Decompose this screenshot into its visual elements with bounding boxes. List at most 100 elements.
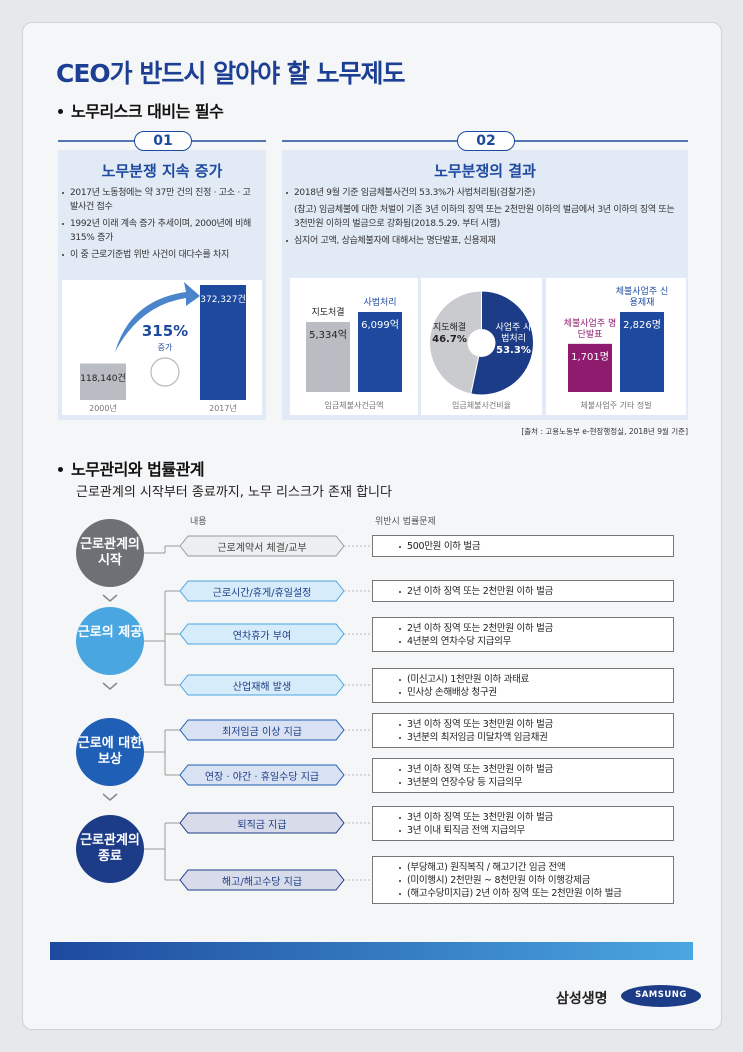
chart-caption: 임금체불사건비율	[452, 401, 511, 410]
chevron	[102, 682, 118, 690]
pie-category: 지도해결	[432, 323, 467, 333]
issue-box: (부당해고) 원직복직 / 해고기간 임금 전액 (미이행시) 2천만원 ~ 8천…	[372, 856, 674, 904]
bar-value-label: 372,327건	[200, 295, 246, 305]
issue-box: (미신고시) 1천만원 이하 과태료 민사상 손해배상 청구권	[372, 667, 674, 703]
bullet: 이 중 근로기준법 위반 사건이 대다수를 차지	[60, 248, 256, 262]
panel-number: 01	[134, 131, 192, 151]
issue-box: 500만원 이하 벌금	[372, 535, 674, 557]
growth-value: 315%	[141, 322, 189, 340]
issue: 3년 이내 퇴직금 전액 지급의무	[381, 824, 665, 837]
growth-arrow	[115, 282, 200, 352]
pie-label: 지도해결 46.7%	[430, 323, 470, 345]
bar	[568, 343, 612, 392]
panel-title: 노무분쟁 지속 증가	[101, 162, 223, 180]
bar-value-label: 6,099억	[361, 320, 399, 331]
pie-value: 46.7%	[432, 334, 467, 345]
stage-circle	[76, 607, 144, 675]
item-box	[179, 869, 345, 891]
item-label: 산업재해 발생	[232, 682, 292, 693]
issue: 3년분의 연장수당 등 지급의무	[381, 776, 665, 789]
pie-value: 53.3%	[496, 345, 531, 356]
issue: 2년 이하 징역 또는 2천만원 이하 벌금	[381, 622, 665, 635]
bullet: 심지어 고액, 상습체불자에 대해서는 명단발표, 신용제재	[284, 234, 678, 248]
bar	[80, 363, 126, 400]
issue-box: 2년 이하 징역 또는 2천만원 이하 벌금	[372, 580, 674, 602]
chart-caption: 체불사업주 기타 정벌	[580, 401, 652, 410]
stage-name: 근로관계의 종료	[80, 833, 140, 864]
pie-category: 사업주 사법처리	[495, 323, 532, 344]
chevron	[102, 793, 118, 801]
bar-value-label: 2,826명	[623, 320, 661, 331]
bar-category: 체불사업주 명단발표	[563, 318, 617, 340]
bar	[358, 312, 402, 392]
issue: 4년분의 연차수당 지급의무	[381, 635, 665, 648]
footer-stripe	[50, 942, 693, 960]
stage-circle	[76, 519, 144, 587]
stage-circle	[76, 718, 144, 786]
panel-number: 02	[457, 131, 515, 151]
issue: 3년 이하 징역 또는 3천만원 이하 벌금	[381, 718, 665, 731]
issue: (미신고시) 1천만원 이하 과태료	[381, 673, 665, 686]
item-box	[179, 812, 345, 834]
issue: 민사상 손해배상 청구권	[381, 686, 665, 699]
bar	[620, 312, 664, 392]
x-label: 2000년	[89, 404, 117, 413]
bullet: (참고) 임금체불에 대한 처벌이 기존 3년 이하의 징역 또는 2천만원 이…	[294, 205, 675, 229]
pie-hole	[467, 329, 496, 357]
item-label: 퇴직금 지급	[237, 820, 287, 831]
stage-name: 근로에 대한 보상	[77, 736, 143, 767]
stage-circle	[76, 815, 144, 883]
section-heading: 노무리스크 대비는 필수	[56, 98, 224, 122]
chevron	[102, 594, 118, 602]
issue: (해고수당미지급) 2년 이하 징역 또는 2천만원 이하 벌금	[381, 887, 665, 900]
stage-name: 근로의 제공	[77, 625, 143, 640]
item-box	[179, 764, 345, 786]
issue-box: 3년 이하 징역 또는 3천만원 이하 벌금 3년분의 최저임금 미달차액 임금채…	[372, 712, 674, 748]
item-label: 근로계약서 체결/교부	[217, 543, 307, 554]
item-label: 근로시간/휴게/휴일설정	[212, 588, 312, 599]
issue: 3년 이하 징역 또는 3천만원 이하 벌금	[381, 811, 665, 824]
item-label: 연장 · 야간 · 휴일수당 지급	[204, 772, 320, 783]
bullet-list: 2017년 노동청에는 약 37만 건의 진정 · 고소 · 고발사건 접수 19…	[60, 186, 256, 265]
icon	[150, 357, 180, 387]
logo-shape	[621, 985, 701, 1007]
chart-caption: 임금체불사건금액	[324, 401, 384, 410]
issue: 500만원 이하 벌금	[381, 540, 665, 553]
bar-category: 지도처결	[311, 308, 345, 319]
panel-title: 노무분쟁의 결과	[434, 162, 536, 180]
bar	[200, 285, 246, 400]
column-header: 위반시 법률문제	[375, 517, 436, 527]
pie-slice	[470, 290, 534, 396]
bar-category: 체불사업주 신용제재	[615, 287, 669, 308]
item-label: 해고/해고수당 지급	[221, 877, 303, 888]
bullet-list: 2018년 9월 기준 임금체불사건의 53.3%가 사법처리됨(검찰기준) (참…	[284, 186, 678, 251]
section-heading: 노무관리와 법률관계	[56, 456, 205, 480]
bar-category: 사법처리	[363, 298, 397, 308]
section-subtitle: 근로관계의 시작부터 종료까지, 노무 리스크가 존재 합니다	[76, 485, 392, 500]
item-label: 연차휴가 부여	[232, 631, 292, 642]
issue: 3년 이하 징역 또는 3천만원 이하 벌금	[381, 763, 665, 776]
stage-name: 근로관계의 시작	[80, 537, 140, 568]
item-box	[179, 535, 345, 557]
item-box	[179, 623, 345, 645]
bullet: 2017년 노동청에는 약 37만 건의 진정 · 고소 · 고발사건 접수	[60, 186, 256, 214]
item-box	[179, 580, 345, 602]
item-box	[179, 674, 345, 696]
issue: 2년 이하 징역 또는 2천만원 이하 벌금	[381, 585, 665, 598]
source: [출처 : 고용노동부 e-현장행정실, 2018년 9월 기준]	[521, 427, 688, 436]
bar-value-label: 118,140건	[80, 373, 126, 384]
logo: SAMSUNG	[635, 990, 687, 1000]
issue: 3년분의 최저임금 미달차액 임금채권	[381, 731, 665, 744]
bullet: 1992년 이래 계속 증가 추세이며, 2000년에 비해 315% 증가	[60, 217, 256, 245]
column-header: 내용	[190, 517, 207, 527]
pie-label: 사업주 사법처리 53.3%	[494, 323, 534, 356]
bar-value-label: 1,701명	[571, 351, 609, 363]
page-title: CEO가 반드시 알아야 할 노무제도	[56, 59, 405, 88]
pie-slice	[429, 290, 482, 395]
issue-box: 3년 이하 징역 또는 3천만원 이하 벌금 3년 이내 퇴직금 전액 지급의무	[372, 805, 674, 841]
growth-note: 증가	[157, 343, 173, 352]
item-label: 최저임금 이상 지급	[222, 727, 302, 738]
x-label: 2017년	[209, 404, 237, 413]
